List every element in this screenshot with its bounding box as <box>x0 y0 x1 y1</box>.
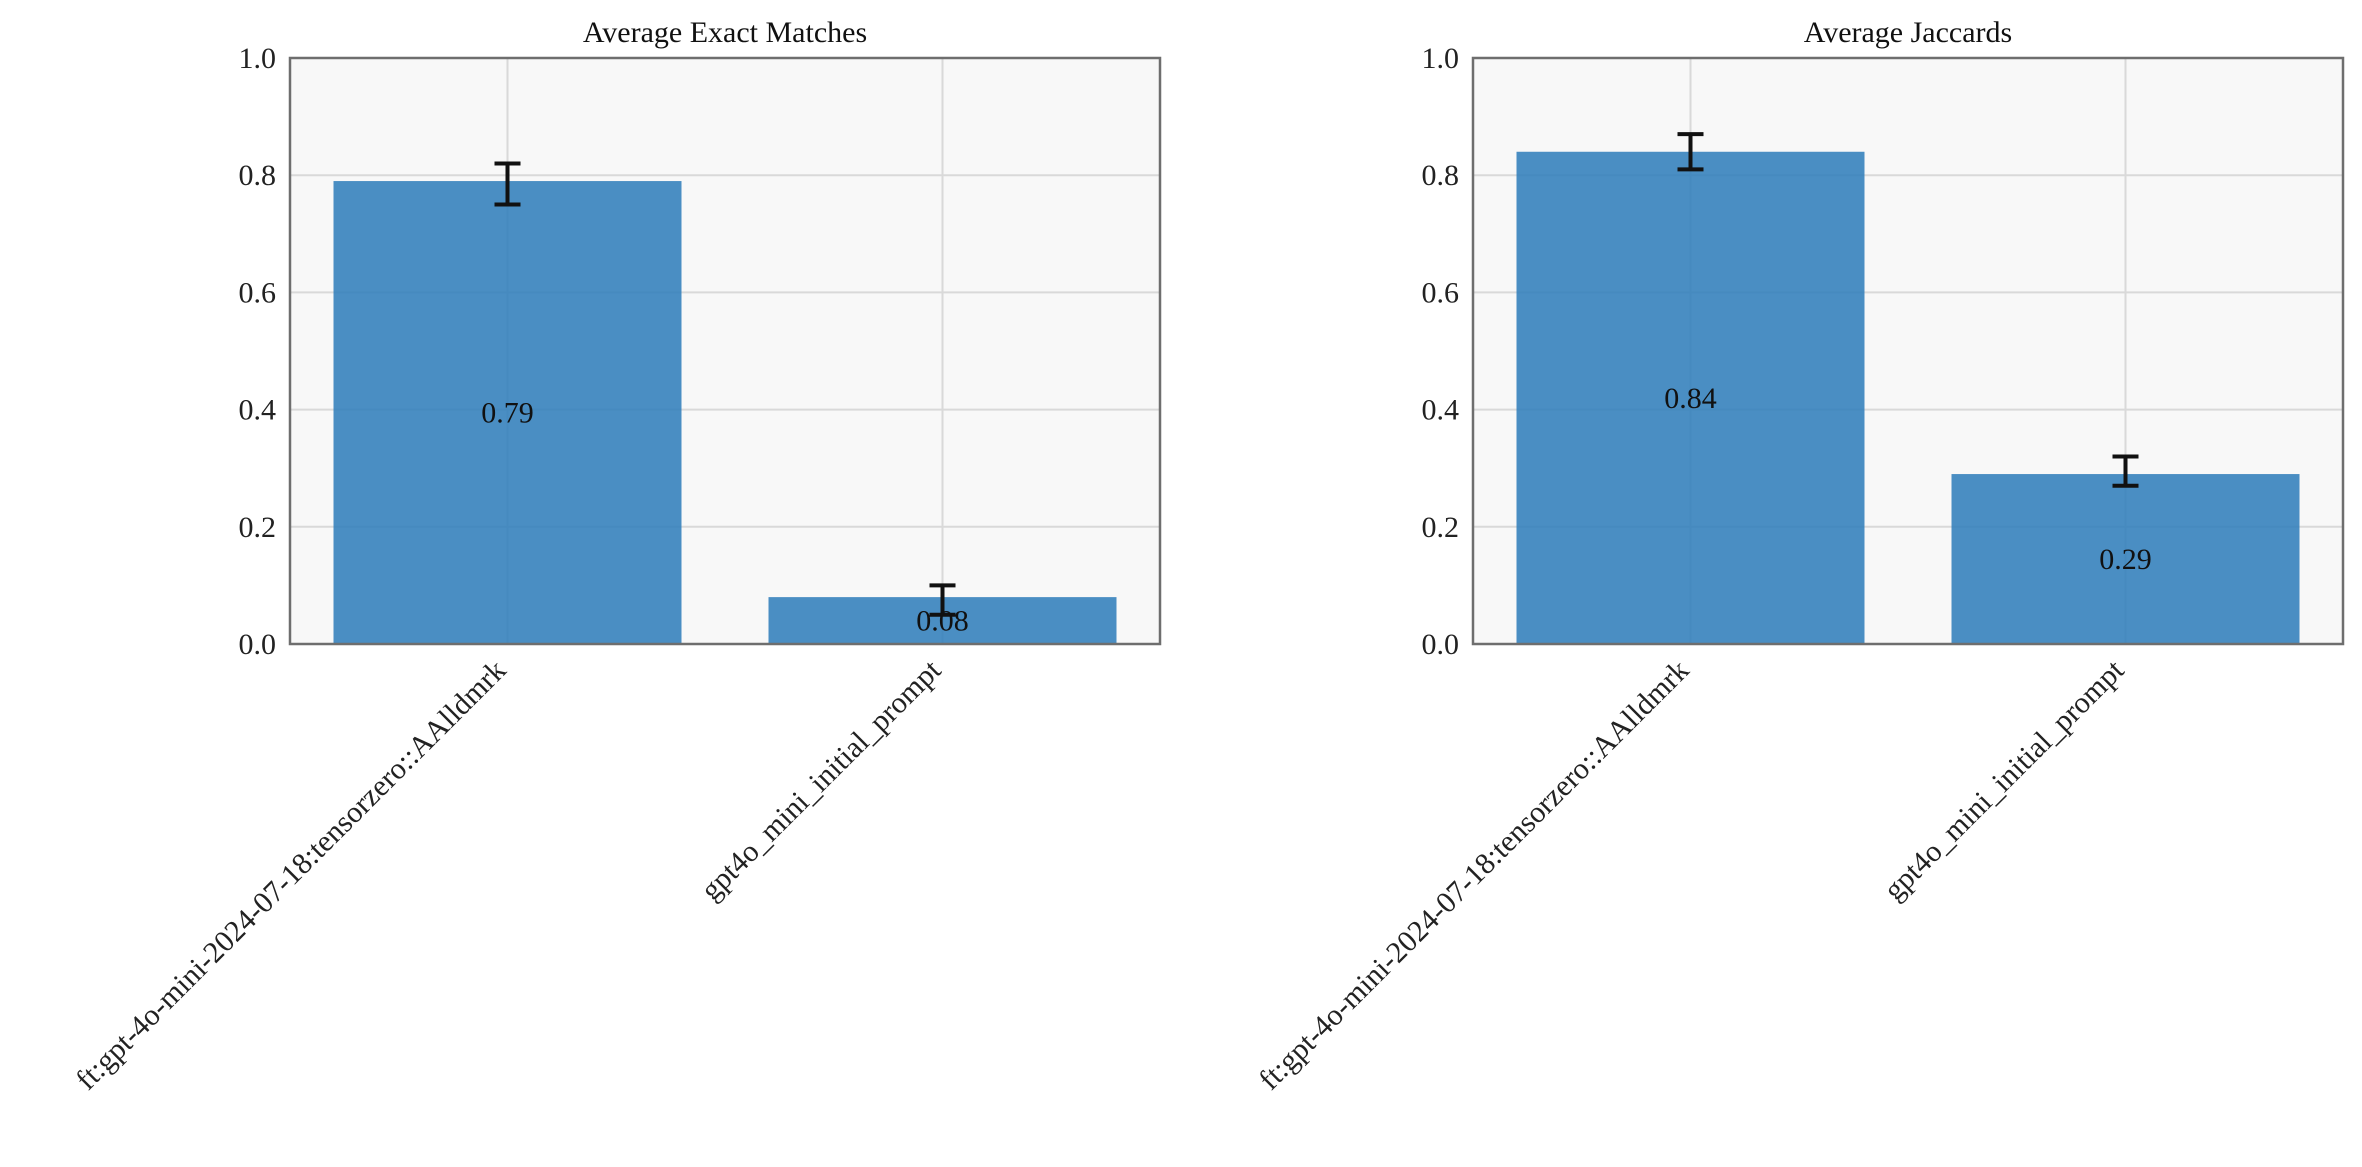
y-tick-label: 0.8 <box>239 159 277 192</box>
data-label: 0.29 <box>2099 543 2152 576</box>
x-tick-label: gpt4o_mini_initial_prompt <box>694 653 948 907</box>
y-tick-label: 0.4 <box>239 394 277 427</box>
y-tick-label: 0.4 <box>1422 394 1460 427</box>
chart-title: Average Jaccards <box>1804 16 2012 49</box>
x-tick-label: gpt4o_mini_initial_prompt <box>1877 653 2131 907</box>
error-bar <box>2112 454 2139 488</box>
bar <box>1516 151 1865 644</box>
y-tick-label: 0.0 <box>239 628 277 661</box>
x-tick-label: ft:gpt-4o-mini-2024-07-18:tensorzero::AA… <box>1253 654 1696 1097</box>
y-tick-label: 1.0 <box>1422 42 1460 75</box>
chart-panel-exact-matches: 0.0 0.2 0.4 0.6 0.8 1.0 0.79 ft:gpt-4o-mini-202… <box>70 16 1162 1097</box>
y-tick-label: 0.8 <box>1422 159 1460 192</box>
bar <box>1951 474 2300 644</box>
data-label: 0.08 <box>916 605 969 638</box>
x-tick-label: ft:gpt-4o-mini-2024-07-18:tensorzero::AA… <box>70 654 513 1097</box>
chart-panel-jaccards: 0.0 0.2 0.4 0.6 0.8 1.0 0.84 ft:gpt-4o-mini-202… <box>1253 16 2345 1097</box>
error-bar <box>1677 132 1704 172</box>
y-tick-label: 0.6 <box>1422 276 1460 309</box>
plot-frame <box>1471 56 2345 646</box>
plot-frame <box>288 56 1162 646</box>
data-label: 0.84 <box>1664 382 1717 415</box>
error-bar <box>494 161 521 207</box>
y-tick-label: 1.0 <box>239 42 277 75</box>
error-bar <box>929 583 956 617</box>
data-label: 0.79 <box>481 397 534 430</box>
y-tick-label: 0.0 <box>1422 628 1460 661</box>
y-tick-label: 0.2 <box>239 511 277 544</box>
bar <box>333 181 682 644</box>
chart-title: Average Exact Matches <box>583 16 867 49</box>
y-tick-label: 0.6 <box>239 276 277 309</box>
y-tick-label: 0.2 <box>1422 511 1460 544</box>
